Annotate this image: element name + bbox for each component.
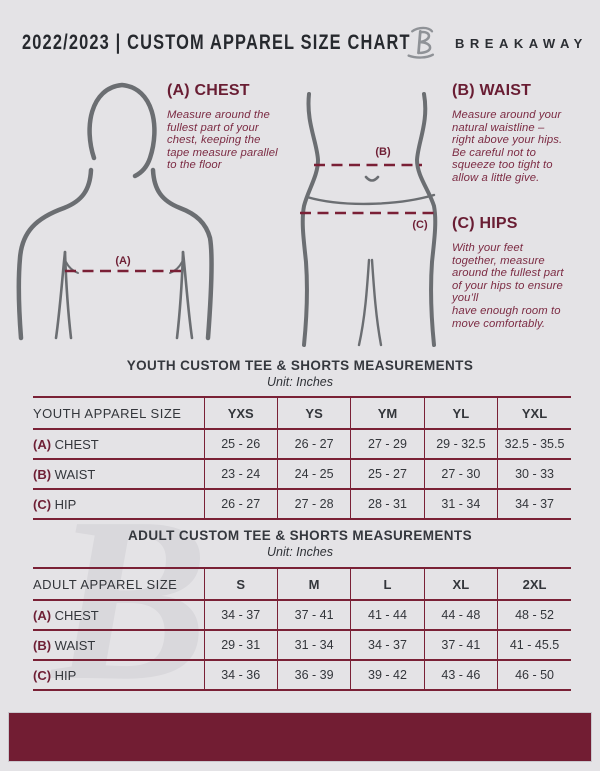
row-key: (C) — [33, 667, 52, 683]
youth-table-title: YOUTH CUSTOM TEE & SHORTS MEASUREMENTS — [126, 358, 474, 373]
adult-column-header: M — [276, 568, 351, 601]
youth-column-header: YXL — [497, 397, 571, 430]
table-cell: 29 - 31 — [203, 629, 278, 660]
table-cell: 36 - 39 — [276, 659, 351, 690]
table-cell: 31 - 34 — [276, 629, 351, 660]
waist-hips-figure-illustration — [300, 92, 438, 347]
row-label: HIP — [54, 667, 77, 683]
table-cell: 28 - 31 — [350, 488, 425, 519]
adult-column-header: 2XL — [497, 568, 571, 601]
brand-name: BREAKAWAY — [455, 35, 588, 51]
table-cell: 25 - 26 — [203, 429, 278, 459]
row-label: HIP — [54, 496, 77, 512]
hips-guide-block: (C) HIPS With your feet together, measur… — [452, 215, 584, 330]
hips-guide-text: With your feet together, measure around … — [452, 242, 564, 330]
adult-column-header: S — [203, 568, 278, 601]
hips-guide-heading: (C) HIPS — [452, 215, 518, 232]
row-key: (A) — [33, 436, 52, 452]
table-cell: 26 - 27 — [276, 429, 351, 459]
footer-accent-bar — [8, 712, 592, 762]
row-label: WAIST — [54, 637, 96, 653]
torso-figure-illustration — [16, 82, 214, 341]
chest-marker-label: (A) — [115, 255, 131, 267]
table-cell: 39 - 42 — [350, 659, 425, 690]
hips-marker-label: (C) — [412, 219, 428, 231]
table-cell: 27 - 30 — [423, 458, 498, 489]
table-cell: 24 - 25 — [276, 458, 351, 489]
table-cell: 48 - 52 — [497, 600, 571, 630]
table-cell: 37 - 41 — [423, 629, 498, 660]
brand-logo: BREAKAWAY — [404, 25, 588, 61]
table-cell: 26 - 27 — [203, 488, 278, 519]
page-title: 2022/2023 | CUSTOM APPAREL SIZE CHART — [22, 31, 411, 54]
adult-size-label-header: ADULT APPAREL SIZE — [33, 568, 204, 601]
row-label: CHEST — [54, 607, 99, 623]
youth-header-row: YOUTH APPAREL SIZE YXS YS YM YL YXL — [33, 397, 571, 430]
waist-guide-text: Measure around your natural waistline – … — [452, 109, 563, 184]
table-cell: 34 - 37 — [350, 629, 425, 660]
table-row: (B) WAIST 23 - 24 24 - 25 25 - 27 27 - 3… — [33, 458, 571, 489]
row-label: CHEST — [54, 436, 99, 452]
table-row: (A) CHEST 34 - 37 37 - 41 41 - 44 44 - 4… — [33, 600, 571, 630]
adult-header-row: ADULT APPAREL SIZE S M L XL 2XL — [33, 568, 571, 601]
table-row: (C) HIP 26 - 27 27 - 28 28 - 31 31 - 34 … — [33, 488, 571, 519]
youth-size-table: YOUTH APPAREL SIZE YXS YS YM YL YXL (A) … — [33, 396, 571, 520]
table-cell: 23 - 24 — [203, 458, 278, 489]
table-cell: 25 - 27 — [350, 458, 425, 489]
waist-marker-label: (B) — [375, 146, 391, 158]
chest-guide-heading: (A) CHEST — [167, 82, 250, 99]
table-cell: 41 - 44 — [350, 600, 425, 630]
table-cell: 29 - 32.5 — [423, 429, 498, 459]
row-key: (C) — [33, 496, 52, 512]
adult-table-unit: Unit: Inches — [266, 545, 333, 559]
table-cell: 30 - 33 — [497, 458, 571, 489]
waist-guide-heading: (B) WAIST — [452, 82, 532, 99]
table-cell: 41 - 45.5 — [497, 629, 571, 660]
table-cell: 34 - 36 — [203, 659, 278, 690]
row-key: (B) — [33, 637, 52, 653]
table-cell: 27 - 29 — [350, 429, 425, 459]
adult-column-header: XL — [423, 568, 498, 601]
row-label: WAIST — [54, 466, 96, 482]
table-row: (B) WAIST 29 - 31 31 - 34 34 - 37 37 - 4… — [33, 629, 571, 660]
table-cell: 46 - 50 — [497, 659, 571, 690]
row-key: (A) — [33, 607, 52, 623]
breakaway-b-monogram-icon — [407, 26, 435, 59]
table-cell: 27 - 28 — [276, 488, 351, 519]
table-cell: 31 - 34 — [423, 488, 498, 519]
table-cell: 32.5 - 35.5 — [497, 429, 571, 459]
table-cell: 44 - 48 — [423, 600, 498, 630]
chest-guide-text: Measure around the fullest part of your … — [167, 109, 278, 172]
adult-size-table: ADULT APPAREL SIZE S M L XL 2XL (A) CHES… — [33, 567, 571, 691]
youth-table-unit: Unit: Inches — [266, 375, 333, 389]
row-key: (B) — [33, 466, 52, 482]
waist-guide-block: (B) WAIST Measure around your natural wa… — [452, 82, 578, 185]
youth-column-header: YL — [423, 397, 498, 430]
adult-table-title: ADULT CUSTOM TEE & SHORTS MEASUREMENTS — [128, 528, 472, 543]
adult-column-header: L — [350, 568, 425, 601]
youth-size-label-header: YOUTH APPAREL SIZE — [33, 397, 204, 430]
youth-column-header: YS — [276, 397, 351, 430]
youth-column-header: YM — [350, 397, 425, 430]
table-cell: 43 - 46 — [423, 659, 498, 690]
table-cell: 34 - 37 — [497, 488, 571, 519]
youth-column-header: YXS — [203, 397, 278, 430]
table-row: (A) CHEST 25 - 26 26 - 27 27 - 29 29 - 3… — [33, 429, 571, 459]
table-row: (C) HIP 34 - 36 36 - 39 39 - 42 43 - 46 … — [33, 659, 571, 690]
table-cell: 37 - 41 — [276, 600, 351, 630]
table-cell: 34 - 37 — [203, 600, 278, 630]
chest-guide-block: (A) CHEST Measure around the fullest par… — [167, 82, 299, 172]
